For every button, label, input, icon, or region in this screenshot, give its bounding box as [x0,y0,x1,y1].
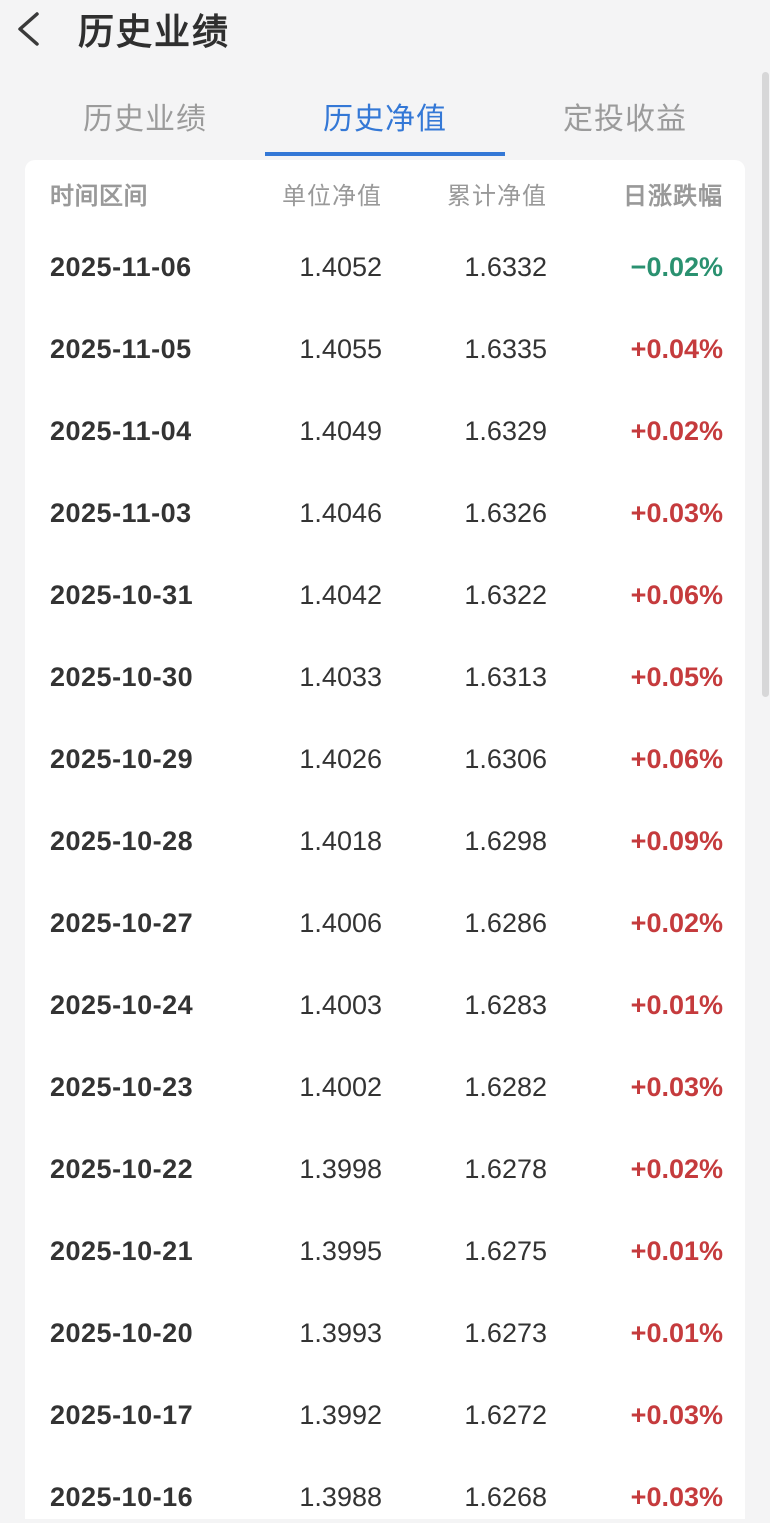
row-cum-nav: 1.6298 [464,825,547,856]
row-unit-nav: 1.4018 [299,825,382,856]
table-row: 2025-10-24 1.4003 1.6283 +0.01% [50,964,723,1046]
row-cum-nav: 1.6283 [464,989,547,1020]
row-date: 2025-10-31 [50,579,194,610]
row-daily-change: +0.03% [630,1399,723,1430]
tab-history-nav[interactable]: 历史净值 [265,92,505,156]
row-daily-change: +0.01% [630,1235,723,1266]
tab-aip-returns[interactable]: 定投收益 [563,103,687,136]
table-row: 2025-10-29 1.4026 1.6306 +0.06% [50,718,723,800]
row-date: 2025-10-28 [50,825,194,856]
row-daily-change: −0.02% [630,251,723,282]
table-row: 2025-10-23 1.4002 1.6282 +0.03% [50,1046,723,1128]
row-daily-change: +0.02% [630,415,723,446]
row-daily-change: +0.03% [630,1481,723,1512]
row-unit-nav: 1.4006 [299,907,382,938]
row-date: 2025-10-20 [50,1317,194,1348]
tab-bar: 历史业绩 历史净值 定投收益 [25,92,745,156]
tab-history-performance[interactable]: 历史业绩 [83,103,207,136]
table-row: 2025-10-16 1.3988 1.6268 +0.03% [50,1456,723,1519]
nav-table-card: 时间区间 单位净值 累计净值 日涨跌幅 2025-11-06 1.4052 1.… [25,160,745,1519]
row-cum-nav: 1.6278 [464,1153,547,1184]
app-header: 历史业绩 [0,0,770,58]
row-daily-change: +0.05% [630,661,723,692]
row-daily-change: +0.02% [630,907,723,938]
row-date: 2025-11-06 [50,251,192,282]
column-header-daily-change: 日涨跌幅 [623,182,723,210]
row-unit-nav: 1.4002 [299,1071,382,1102]
row-unit-nav: 1.4055 [299,333,382,364]
row-unit-nav: 1.4003 [299,989,382,1020]
row-daily-change: +0.02% [630,1153,723,1184]
row-date: 2025-11-05 [50,333,192,364]
row-unit-nav: 1.4049 [299,415,382,446]
row-date: 2025-10-16 [50,1481,194,1512]
column-header-date: 时间区间 [50,182,148,210]
column-header-cum-nav: 累计净值 [447,182,547,210]
table-row: 2025-10-28 1.4018 1.6298 +0.09% [50,800,723,882]
row-unit-nav: 1.4046 [299,497,382,528]
row-daily-change: +0.06% [630,743,723,774]
row-date: 2025-10-30 [50,661,194,692]
row-date: 2025-11-03 [50,497,192,528]
row-daily-change: +0.03% [630,497,723,528]
row-date: 2025-10-21 [50,1235,194,1266]
row-date: 2025-10-23 [50,1071,194,1102]
table-row: 2025-10-20 1.3993 1.6273 +0.01% [50,1292,723,1374]
row-cum-nav: 1.6313 [464,661,547,692]
table-row: 2025-10-22 1.3998 1.6278 +0.02% [50,1128,723,1210]
row-cum-nav: 1.6326 [464,497,547,528]
row-unit-nav: 1.3992 [299,1399,382,1430]
row-daily-change: +0.04% [630,333,723,364]
row-unit-nav: 1.4026 [299,743,382,774]
table-row: 2025-10-31 1.4042 1.6322 +0.06% [50,554,723,636]
row-cum-nav: 1.6329 [464,415,547,446]
scrollbar-thumb[interactable] [762,72,769,697]
table-row: 2025-10-30 1.4033 1.6313 +0.05% [50,636,723,718]
table-row: 2025-10-27 1.4006 1.6286 +0.02% [50,882,723,964]
table-row: 2025-10-17 1.3992 1.6272 +0.03% [50,1374,723,1456]
row-cum-nav: 1.6282 [464,1071,547,1102]
row-date: 2025-10-29 [50,743,194,774]
row-daily-change: +0.09% [630,825,723,856]
row-cum-nav: 1.6335 [464,333,547,364]
row-date: 2025-10-27 [50,907,194,938]
back-chevron-icon [13,10,43,48]
table-row: 2025-11-06 1.4052 1.6332 −0.02% [50,226,723,308]
row-unit-nav: 1.4033 [299,661,382,692]
table-body: 2025-11-06 1.4052 1.6332 −0.02% 2025-11-… [50,226,723,1519]
table-row: 2025-11-05 1.4055 1.6335 +0.04% [50,308,723,390]
table-row: 2025-10-21 1.3995 1.6275 +0.01% [50,1210,723,1292]
row-date: 2025-10-17 [50,1399,194,1430]
back-button[interactable] [0,1,56,57]
row-cum-nav: 1.6275 [464,1235,547,1266]
table-row: 2025-11-03 1.4046 1.6326 +0.03% [50,472,723,554]
row-unit-nav: 1.3995 [299,1235,382,1266]
row-cum-nav: 1.6273 [464,1317,547,1348]
row-unit-nav: 1.4042 [299,579,382,610]
row-cum-nav: 1.6286 [464,907,547,938]
row-unit-nav: 1.3988 [299,1481,382,1512]
table-row: 2025-11-04 1.4049 1.6329 +0.02% [50,390,723,472]
row-daily-change: +0.01% [630,989,723,1020]
page-title: 历史业绩 [78,11,231,52]
row-unit-nav: 1.3993 [299,1317,382,1348]
row-cum-nav: 1.6272 [464,1399,547,1430]
row-unit-nav: 1.4052 [299,251,382,282]
row-daily-change: +0.01% [630,1317,723,1348]
row-cum-nav: 1.6332 [464,251,547,282]
table-header-row: 时间区间 单位净值 累计净值 日涨跌幅 [50,160,723,226]
row-date: 2025-10-24 [50,989,194,1020]
row-cum-nav: 1.6322 [464,579,547,610]
row-unit-nav: 1.3998 [299,1153,382,1184]
row-date: 2025-10-22 [50,1153,194,1184]
row-cum-nav: 1.6268 [464,1481,547,1512]
row-daily-change: +0.03% [630,1071,723,1102]
row-date: 2025-11-04 [50,415,192,446]
column-header-unit-nav: 单位净值 [282,182,382,210]
row-cum-nav: 1.6306 [464,743,547,774]
row-daily-change: +0.06% [630,579,723,610]
